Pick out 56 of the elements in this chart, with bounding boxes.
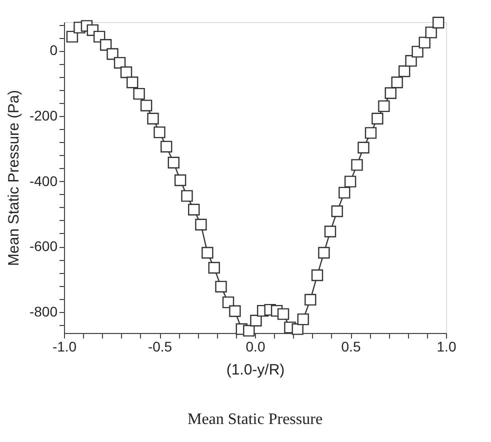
point: [114, 56, 126, 69]
point: [160, 140, 172, 153]
point: [133, 88, 145, 100]
y-tick-label: -200: [29, 107, 58, 124]
x-tick-label: -1.0: [52, 338, 77, 354]
point: [202, 246, 214, 259]
point: [405, 54, 417, 67]
point: [106, 48, 118, 60]
point: [229, 305, 241, 317]
y-axis-title: Mean Static Pressure (Pa): [5, 90, 22, 266]
point: [147, 112, 159, 124]
text: Mean Static Pressure: [187, 411, 323, 428]
point: [372, 112, 384, 124]
point: [418, 36, 430, 48]
y-tick-label: 0: [50, 42, 58, 58]
x-tick-label: 0.5: [341, 338, 361, 354]
y-tick-label: -400: [29, 172, 58, 189]
point: [391, 76, 403, 88]
point: [344, 176, 356, 188]
point: [215, 280, 227, 293]
x-axis-title: (1.0-y/R): [226, 362, 285, 378]
point: [154, 126, 166, 138]
point: [243, 324, 255, 337]
point: [432, 16, 444, 28]
point: [364, 127, 377, 139]
point: [168, 156, 180, 168]
point: [174, 174, 186, 186]
point: [181, 190, 193, 202]
y-tick-label: -600: [29, 238, 58, 254]
point: [351, 159, 363, 171]
point: [324, 226, 336, 238]
x-tick-label: -0.5: [148, 338, 172, 354]
point: [277, 308, 290, 320]
point: [378, 100, 390, 112]
point: [412, 46, 424, 58]
x-tick-label: 1.0: [436, 338, 456, 354]
point: [331, 205, 343, 218]
point: [297, 313, 309, 326]
y-tick-label: -800: [29, 303, 58, 320]
x-tick-label: 0.0: [246, 338, 266, 354]
point: [188, 204, 200, 216]
point: [318, 246, 330, 259]
point: [126, 76, 138, 88]
point: [195, 218, 207, 230]
point: [304, 294, 316, 306]
point: [398, 65, 410, 78]
point: [338, 186, 350, 199]
point: [425, 26, 437, 38]
point: [358, 142, 370, 154]
point: [208, 262, 220, 274]
point: [140, 100, 152, 112]
point: [384, 87, 396, 99]
point: [250, 314, 262, 326]
point: [311, 269, 324, 282]
point: [120, 66, 132, 78]
point: [292, 323, 304, 335]
